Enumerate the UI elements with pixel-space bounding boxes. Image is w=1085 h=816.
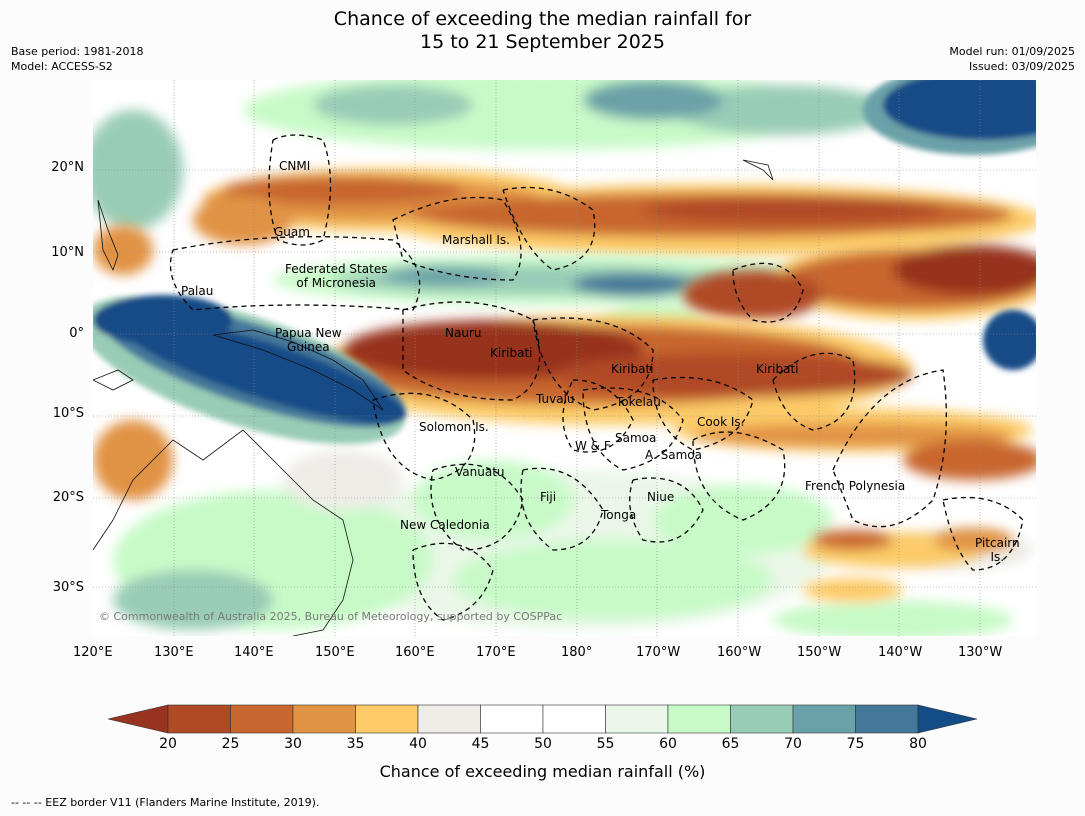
eez-borders xyxy=(169,134,1024,621)
colorbar-tick-label: 80 xyxy=(909,736,927,752)
x-tick-label: 170°E xyxy=(476,645,516,660)
place-label: Cook Is. xyxy=(697,415,745,429)
colorbar-tick-label: 40 xyxy=(409,736,427,752)
place-label: Kiribati xyxy=(756,362,799,376)
place-label: New Caledonia xyxy=(400,518,490,532)
x-tick-label: 180° xyxy=(561,645,593,660)
colorbar-segment xyxy=(730,704,794,734)
y-tick-label: 30°S xyxy=(52,580,84,595)
colorbar-tick-label: 70 xyxy=(784,736,802,752)
place-label: W & F xyxy=(575,439,611,453)
colorbar-segment xyxy=(355,704,419,734)
x-tick-label: 120°E xyxy=(73,645,113,660)
x-tick-label: 170°W xyxy=(636,645,681,660)
footnote-text: -- -- -- EEZ border V11 (Flanders Marine… xyxy=(11,796,320,809)
model-text: Model: ACCESS-S2 xyxy=(11,60,113,73)
copyright-text: © Commonwealth of Australia 2025, Bureau… xyxy=(99,610,563,623)
place-label: Guam xyxy=(274,225,310,239)
wet-tongue-west xyxy=(93,295,406,445)
y-tick-label: 10°S xyxy=(52,406,84,421)
map-svg xyxy=(93,80,1036,636)
colorbar-svg xyxy=(107,704,978,734)
x-tick-label: 140°E xyxy=(234,645,274,660)
colorbar-tick-label: 20 xyxy=(159,736,177,752)
background-field xyxy=(93,80,1033,636)
place-label: Samoa xyxy=(615,431,657,445)
colorbar-tick-label: 35 xyxy=(346,736,365,752)
graticule xyxy=(93,80,1036,636)
place-label: Palau xyxy=(181,284,214,298)
colorbar-segment xyxy=(230,704,294,734)
x-tick-label: 160°E xyxy=(395,645,435,660)
rainfall-map xyxy=(93,80,1036,636)
x-tick-label: 160°W xyxy=(717,645,762,660)
colorbar-segment xyxy=(480,704,544,734)
colorbar-segment xyxy=(792,704,856,734)
dry-band-east xyxy=(683,240,1036,320)
dry-band-north xyxy=(93,168,1036,275)
colorbar-tick-label: 45 xyxy=(471,736,490,752)
place-label: A. Samoa xyxy=(645,448,702,462)
coastlines xyxy=(93,159,774,636)
place-label: Tonga xyxy=(601,508,637,522)
place-label: Pitcairn Is. xyxy=(975,536,1020,564)
colorbar-segment xyxy=(605,704,669,734)
dry-band-equatorial xyxy=(93,315,1036,602)
colorbar-tick-label: 75 xyxy=(846,736,865,752)
base-period-text: Base period: 1981-2018 xyxy=(11,45,144,58)
place-label: Papua New Guinea xyxy=(275,326,342,354)
place-label: Nauru xyxy=(445,326,482,340)
place-label: Solomon Is. xyxy=(419,420,489,434)
colorbar-segment xyxy=(167,704,231,734)
x-tick-label: 140°W xyxy=(878,645,923,660)
title-line-2: 15 to 21 September 2025 xyxy=(420,31,665,53)
colorbar-segment xyxy=(667,704,731,734)
title-line-1: Chance of exceeding the median rainfall … xyxy=(333,8,752,30)
x-tick-label: 150°W xyxy=(797,645,842,660)
place-label: Vanuatu xyxy=(455,465,505,479)
y-tick-label: 0° xyxy=(69,326,84,341)
y-tick-label: 20°S xyxy=(52,490,84,505)
place-label: Kiribati xyxy=(490,346,533,360)
place-label: Marshall Is. xyxy=(442,233,510,247)
x-tick-label: 130°W xyxy=(958,645,1003,660)
colorbar-under-arrow xyxy=(107,704,169,734)
issued-text: Issued: 03/09/2025 xyxy=(968,60,1075,73)
x-tick-label: 150°E xyxy=(315,645,355,660)
place-label: Kiribati xyxy=(611,362,654,376)
place-label: Niue xyxy=(647,490,675,504)
place-label: Tuvalu xyxy=(536,392,575,406)
model-run-text: Model run: 01/09/2025 xyxy=(949,45,1075,58)
colorbar-title: Chance of exceeding median rainfall (%) xyxy=(379,762,706,781)
colorbar-segment xyxy=(417,704,481,734)
colorbar-segment xyxy=(855,704,919,734)
place-label: Fiji xyxy=(540,490,557,504)
place-label: Federated States of Micronesia xyxy=(285,262,388,290)
y-tick-label: 10°N xyxy=(51,245,84,260)
colorbar-tick-label: 25 xyxy=(221,736,240,752)
colorbar-tick-label: 50 xyxy=(534,736,552,752)
colorbar-tick-label: 30 xyxy=(284,736,302,752)
place-label: Tokelau xyxy=(616,395,661,409)
colorbar-over-arrow xyxy=(917,704,978,734)
colorbar-tick-label: 65 xyxy=(721,736,740,752)
colorbar-segment xyxy=(292,704,356,734)
place-label: CNMI xyxy=(279,159,311,173)
wet-patch-northeast xyxy=(863,80,1036,370)
x-tick-label: 130°E xyxy=(154,645,194,660)
colorbar-tick-label: 60 xyxy=(659,736,677,752)
colorbar-tick-label: 55 xyxy=(596,736,615,752)
place-label: French Polynesia xyxy=(805,479,906,493)
y-tick-label: 20°N xyxy=(51,160,84,175)
colorbar-segment xyxy=(542,704,606,734)
